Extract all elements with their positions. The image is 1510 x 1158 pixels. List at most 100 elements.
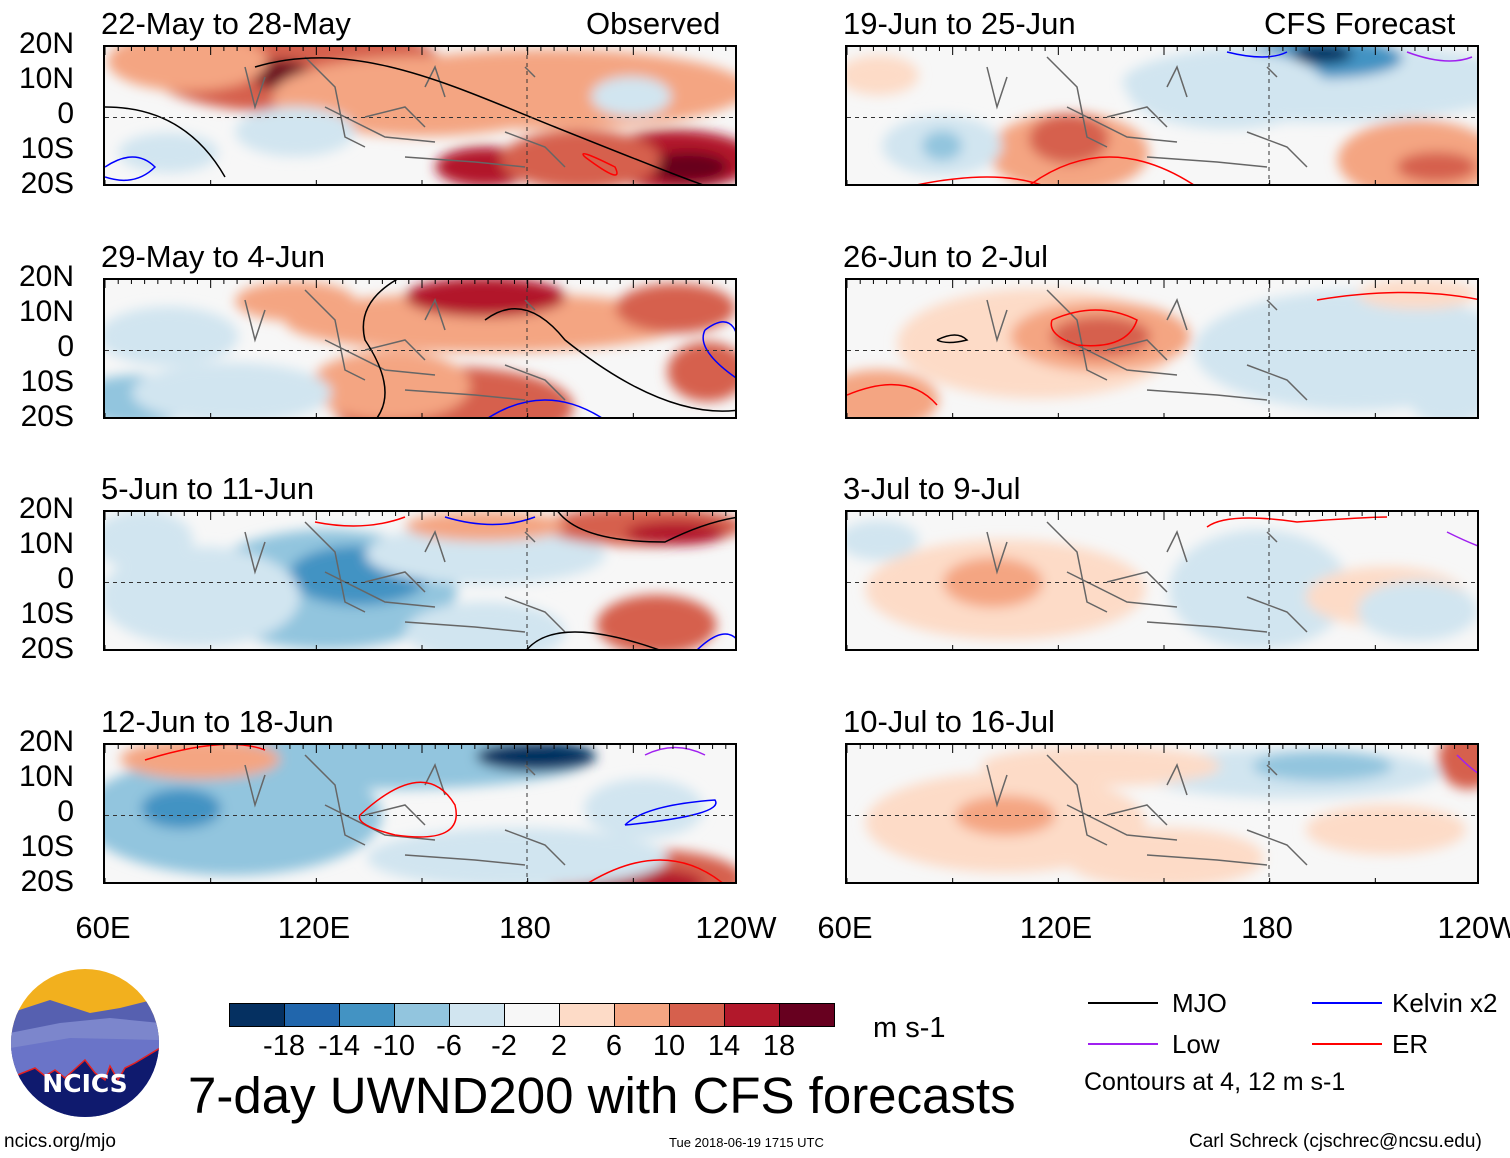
anomaly-region <box>1357 580 1477 641</box>
anomaly-region <box>235 106 356 157</box>
panel-title: 3-Jul to 9-Jul <box>843 471 1021 506</box>
y-tick-label: 20S <box>20 632 74 665</box>
contour-line <box>105 106 226 178</box>
legend-line-mjo <box>1088 1002 1158 1004</box>
anomaly-region <box>980 746 1221 787</box>
panel-title: 19-Jun to 25-Jun <box>843 6 1076 41</box>
colorbar-label: -2 <box>491 1030 517 1062</box>
anomaly-region <box>648 151 729 182</box>
anomaly-region <box>847 520 919 561</box>
anomaly-region <box>141 788 222 829</box>
contour-line <box>588 859 723 882</box>
y-tick-label: 10N <box>18 760 74 793</box>
y-tick-label: 20S <box>20 400 74 433</box>
contour-line <box>697 633 735 649</box>
anomaly-region <box>367 827 668 882</box>
x-tick-label: 120W <box>1437 910 1510 945</box>
footer-url[interactable]: ncics.org/mjo <box>4 1131 116 1152</box>
y-tick-label: 10N <box>18 295 74 328</box>
anomaly-region <box>365 524 606 585</box>
colorbar-swatch <box>779 1003 835 1027</box>
y-tick-label: 20N <box>18 27 74 60</box>
colorbar-units: m s-1 <box>873 1012 946 1044</box>
anomaly-region <box>1396 151 1477 182</box>
map-panel-left2 <box>103 510 737 651</box>
contour-line <box>1446 531 1477 547</box>
x-tick-label: 120E <box>1019 910 1093 945</box>
coastline <box>986 521 1308 633</box>
colorbar-swatch <box>669 1003 725 1027</box>
anomaly-region <box>107 47 268 92</box>
map-panel-left3 <box>103 743 737 884</box>
colorbar-swatch <box>339 1003 395 1027</box>
anomaly-region <box>1050 316 1151 357</box>
colorbar-swatch <box>229 1003 285 1027</box>
anomaly-region <box>118 132 219 173</box>
logo-text: NCICS <box>42 1069 127 1098</box>
y-tick-label: 20N <box>18 492 74 525</box>
contour-line <box>1456 754 1477 774</box>
anomaly-region <box>285 292 686 353</box>
y-tick-label: 20S <box>20 167 74 200</box>
contour-note: Contours at 4, 12 m s-1 <box>1084 1068 1346 1096</box>
legend-label-low: Low <box>1172 1029 1220 1059</box>
y-tick-label: 20S <box>20 865 74 898</box>
y-tick-label: 10S <box>20 830 74 863</box>
anomaly-region <box>476 745 597 772</box>
contour-line <box>1226 51 1288 58</box>
colorbar-label: 6 <box>605 1030 623 1062</box>
anomaly-region <box>105 512 194 571</box>
colorbar-swatch <box>559 1003 615 1027</box>
y-tick-label: 0 <box>57 330 74 363</box>
map-panel-right0 <box>845 45 1479 186</box>
contour-line <box>624 799 717 826</box>
coastline <box>986 56 1308 168</box>
colorbar-swatch <box>284 1003 340 1027</box>
contour-line <box>105 156 157 182</box>
y-tick-label: 10S <box>20 597 74 630</box>
anomaly-region <box>1252 751 1393 782</box>
contour-line <box>526 631 659 649</box>
anomaly-region <box>847 369 939 417</box>
contour-line <box>1206 516 1388 528</box>
anomaly-region <box>310 350 471 417</box>
anomaly-region <box>500 129 661 184</box>
colorbar-label: -18 <box>263 1030 305 1062</box>
contour-line <box>444 516 536 526</box>
map-panel-right1 <box>845 278 1479 419</box>
colorbar-swatch <box>394 1003 450 1027</box>
legend-line-er <box>1312 1043 1382 1045</box>
y-tick-label: 20N <box>18 260 74 293</box>
contour-line <box>936 334 969 344</box>
x-tick-label: 120E <box>277 910 351 945</box>
contour-line <box>144 745 266 761</box>
x-tick-label: 60E <box>817 910 873 945</box>
anomaly-region <box>596 594 717 649</box>
anomaly-region <box>1305 804 1466 855</box>
forecast-header: CFS Forecast <box>1264 6 1456 41</box>
anomaly-region <box>405 601 566 649</box>
x-tick-label: 180 <box>499 910 551 945</box>
colorbar-label: 2 <box>550 1030 568 1062</box>
anomaly-region <box>348 49 735 130</box>
contour-line <box>644 746 706 756</box>
y-tick-label: 0 <box>57 795 74 828</box>
colorbar-swatch <box>614 1003 670 1027</box>
x-tick-label: 120W <box>695 910 777 945</box>
anomaly-region <box>1064 827 1264 882</box>
colorbar-label: 10 <box>652 1030 686 1062</box>
y-tick-label: 10S <box>20 365 74 398</box>
y-tick-label: 10S <box>20 132 74 165</box>
x-tick-label: 180 <box>1241 910 1293 945</box>
anomaly-region <box>105 306 239 367</box>
anomaly-region <box>847 55 919 96</box>
colorbar-label: -6 <box>436 1030 462 1062</box>
ncics-logo: NCICS <box>10 968 160 1118</box>
contour-line <box>254 57 703 184</box>
legend-line-kelvin <box>1312 1002 1382 1004</box>
figure-title: 7-day UWND200 with CFS forecasts <box>188 1067 1016 1124</box>
y-tick-label: 0 <box>57 97 74 130</box>
y-tick-label: 0 <box>57 562 74 595</box>
anomaly-region <box>1028 113 1109 164</box>
